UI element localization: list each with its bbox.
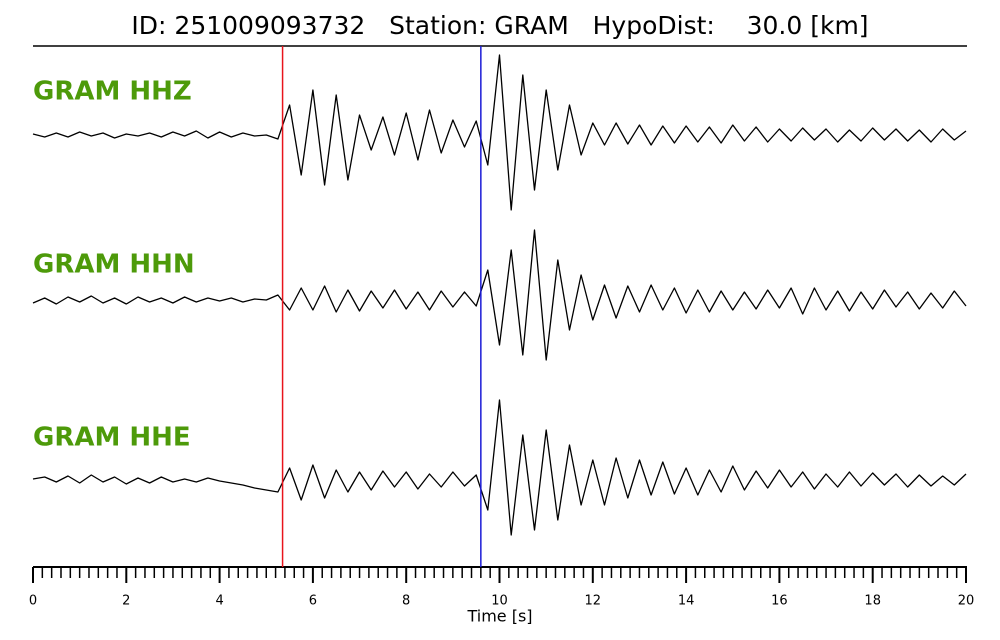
waveform — [32, 54, 967, 211]
trace-name: GRAM HHZ — [33, 77, 192, 107]
x-tick-label: 16 — [771, 594, 788, 609]
x-axis-label: Time [s] — [466, 607, 532, 626]
x-tick-label: 20 — [958, 594, 975, 609]
trace-name: GRAM HHE — [33, 423, 191, 453]
x-tick-label: 18 — [864, 594, 881, 609]
x-tick-label: 4 — [215, 594, 223, 609]
x-tick-label: 10 — [491, 594, 508, 609]
x-tick-label: 8 — [402, 594, 410, 609]
waveform — [32, 399, 967, 536]
x-tick-label: 2 — [122, 594, 130, 609]
x-tick-label: 12 — [585, 594, 602, 609]
waveform — [32, 229, 967, 361]
trace-name: GRAM HHN — [33, 250, 195, 280]
x-tick-label: 6 — [309, 594, 317, 609]
chart-title: ID: 251009093732 Station: GRAM HypoDist:… — [131, 11, 868, 40]
x-tick-label: 14 — [678, 594, 695, 609]
x-tick-label: 0 — [29, 594, 37, 609]
